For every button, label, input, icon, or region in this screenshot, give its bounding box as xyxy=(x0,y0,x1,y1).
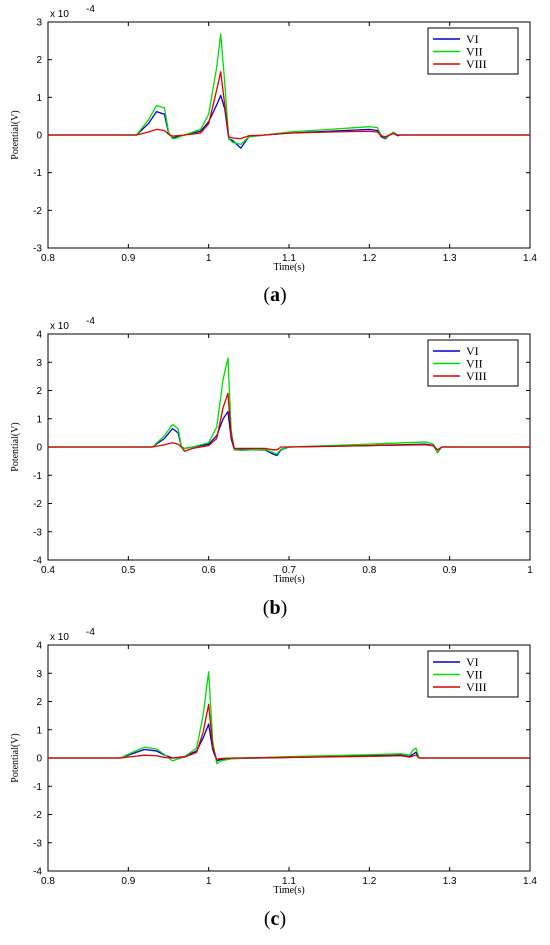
x-tick-label: 1.3 xyxy=(443,253,457,264)
x-tick-label: 0.6 xyxy=(202,565,216,576)
x-tick-label: 1 xyxy=(206,253,212,264)
chart-panel-b: 0.4 0.5 0.6 0.7 0.8 0.9 1 -4 -3 -2 -1 0 1 2 3 4 x 10 -4 Ti… xyxy=(10,316,533,585)
y-tick-label: -3 xyxy=(33,838,42,849)
x-tick-label: 0.8 xyxy=(362,565,376,576)
y-scale-exponent: -4 xyxy=(86,627,95,638)
y-tick-label: 0 xyxy=(36,754,42,765)
y-tick-label: 3 xyxy=(36,669,42,680)
y-tick-label: -3 xyxy=(33,244,42,255)
y-tick-label: 2 xyxy=(36,55,42,66)
x-tick-label: 1.1 xyxy=(282,876,296,887)
x-tick-label: 0.9 xyxy=(121,253,135,264)
x-axis-label: Time(s) xyxy=(273,262,304,273)
x-tick-label: 1.1 xyxy=(282,253,296,264)
legend-label-vii: VII xyxy=(466,357,483,371)
y-tick-label: 0 xyxy=(36,131,42,142)
chart-panel-a: 0.8 0.9 1 1.1 1.2 1.3 1.4 -3 -2 -1 0 1 2 3 x 10 -4 Time(… xyxy=(10,4,537,273)
x-axis-label: Time(s) xyxy=(273,574,304,585)
caption-c: (c) xyxy=(263,908,287,930)
x-tick-label: 0.8 xyxy=(41,253,55,264)
y-axis-label: Potential(V) xyxy=(10,422,21,471)
series-line-viii xyxy=(48,703,530,761)
y-scale-label: x 10 xyxy=(50,632,69,643)
legend-label-vii: VII xyxy=(466,668,483,682)
series-line-vi xyxy=(48,723,530,762)
series-line-vi xyxy=(48,411,530,457)
caption-b: (b) xyxy=(262,597,288,619)
series-line-vi xyxy=(48,94,530,149)
x-tick-label: 0.7 xyxy=(282,565,296,576)
y-scale-label: x 10 xyxy=(50,9,69,20)
chart-panel-c: 0.8 0.9 1 1.1 1.2 1.3 1.4 -4 -3 -2 -1 0 1 2 3 4 x 10 -4 Ti… xyxy=(10,627,537,896)
y-tick-label: -3 xyxy=(33,527,42,538)
x-tick-label: 0.5 xyxy=(121,565,135,576)
series-line-viii xyxy=(48,71,530,140)
legend-label-viii: VIII xyxy=(466,680,487,694)
x-tick-label: 0.9 xyxy=(121,876,135,887)
y-tick-label: -2 xyxy=(33,499,42,510)
y-tick-label: 1 xyxy=(36,414,42,425)
y-tick-label: 0 xyxy=(36,443,42,454)
y-axis-label: Potential(V) xyxy=(10,110,21,159)
x-axis-label: Time(s) xyxy=(273,885,304,896)
x-tick-label: 0.8 xyxy=(41,876,55,887)
y-tick-label: -1 xyxy=(33,168,42,179)
legend-label-viii: VIII xyxy=(466,57,487,71)
legend-label-vii: VII xyxy=(466,45,483,59)
x-tick-label: 1.3 xyxy=(443,876,457,887)
x-tick-label: 1 xyxy=(206,876,212,887)
y-tick-label: 1 xyxy=(36,93,42,104)
y-tick-label: -1 xyxy=(33,471,42,482)
y-scale-exponent: -4 xyxy=(86,316,95,327)
x-tick-label: 1.2 xyxy=(362,876,376,887)
legend-label-vi: VI xyxy=(466,32,479,46)
x-tick-label: 1.4 xyxy=(523,253,537,264)
caption-a: (a) xyxy=(263,284,287,306)
legend-label-vi: VI xyxy=(466,344,479,358)
y-tick-label: 1 xyxy=(36,725,42,736)
y-tick-label: -1 xyxy=(33,782,42,793)
y-tick-label: 2 xyxy=(36,697,42,708)
series-line-viii xyxy=(48,392,530,452)
y-tick-label: -4 xyxy=(33,867,42,878)
x-tick-label: 1.2 xyxy=(362,253,376,264)
y-tick-label: 4 xyxy=(36,641,42,652)
y-axis-label: Potential(V) xyxy=(10,733,21,782)
x-tick-label: 1.4 xyxy=(523,876,537,887)
y-tick-label: -4 xyxy=(33,556,42,567)
legend-label-vi: VI xyxy=(466,655,479,669)
y-tick-label: 4 xyxy=(36,330,42,341)
x-tick-label: 0.4 xyxy=(41,565,55,576)
y-tick-label: -2 xyxy=(33,206,42,217)
y-tick-label: 3 xyxy=(36,18,42,29)
x-tick-label: 1 xyxy=(527,565,533,576)
x-tick-label: 0.9 xyxy=(443,565,457,576)
y-tick-label: 3 xyxy=(36,358,42,369)
y-scale-exponent: -4 xyxy=(86,4,95,15)
y-scale-label: x 10 xyxy=(50,321,69,332)
y-tick-label: 2 xyxy=(36,386,42,397)
legend-label-viii: VIII xyxy=(466,369,487,383)
y-tick-label: -2 xyxy=(33,810,42,821)
